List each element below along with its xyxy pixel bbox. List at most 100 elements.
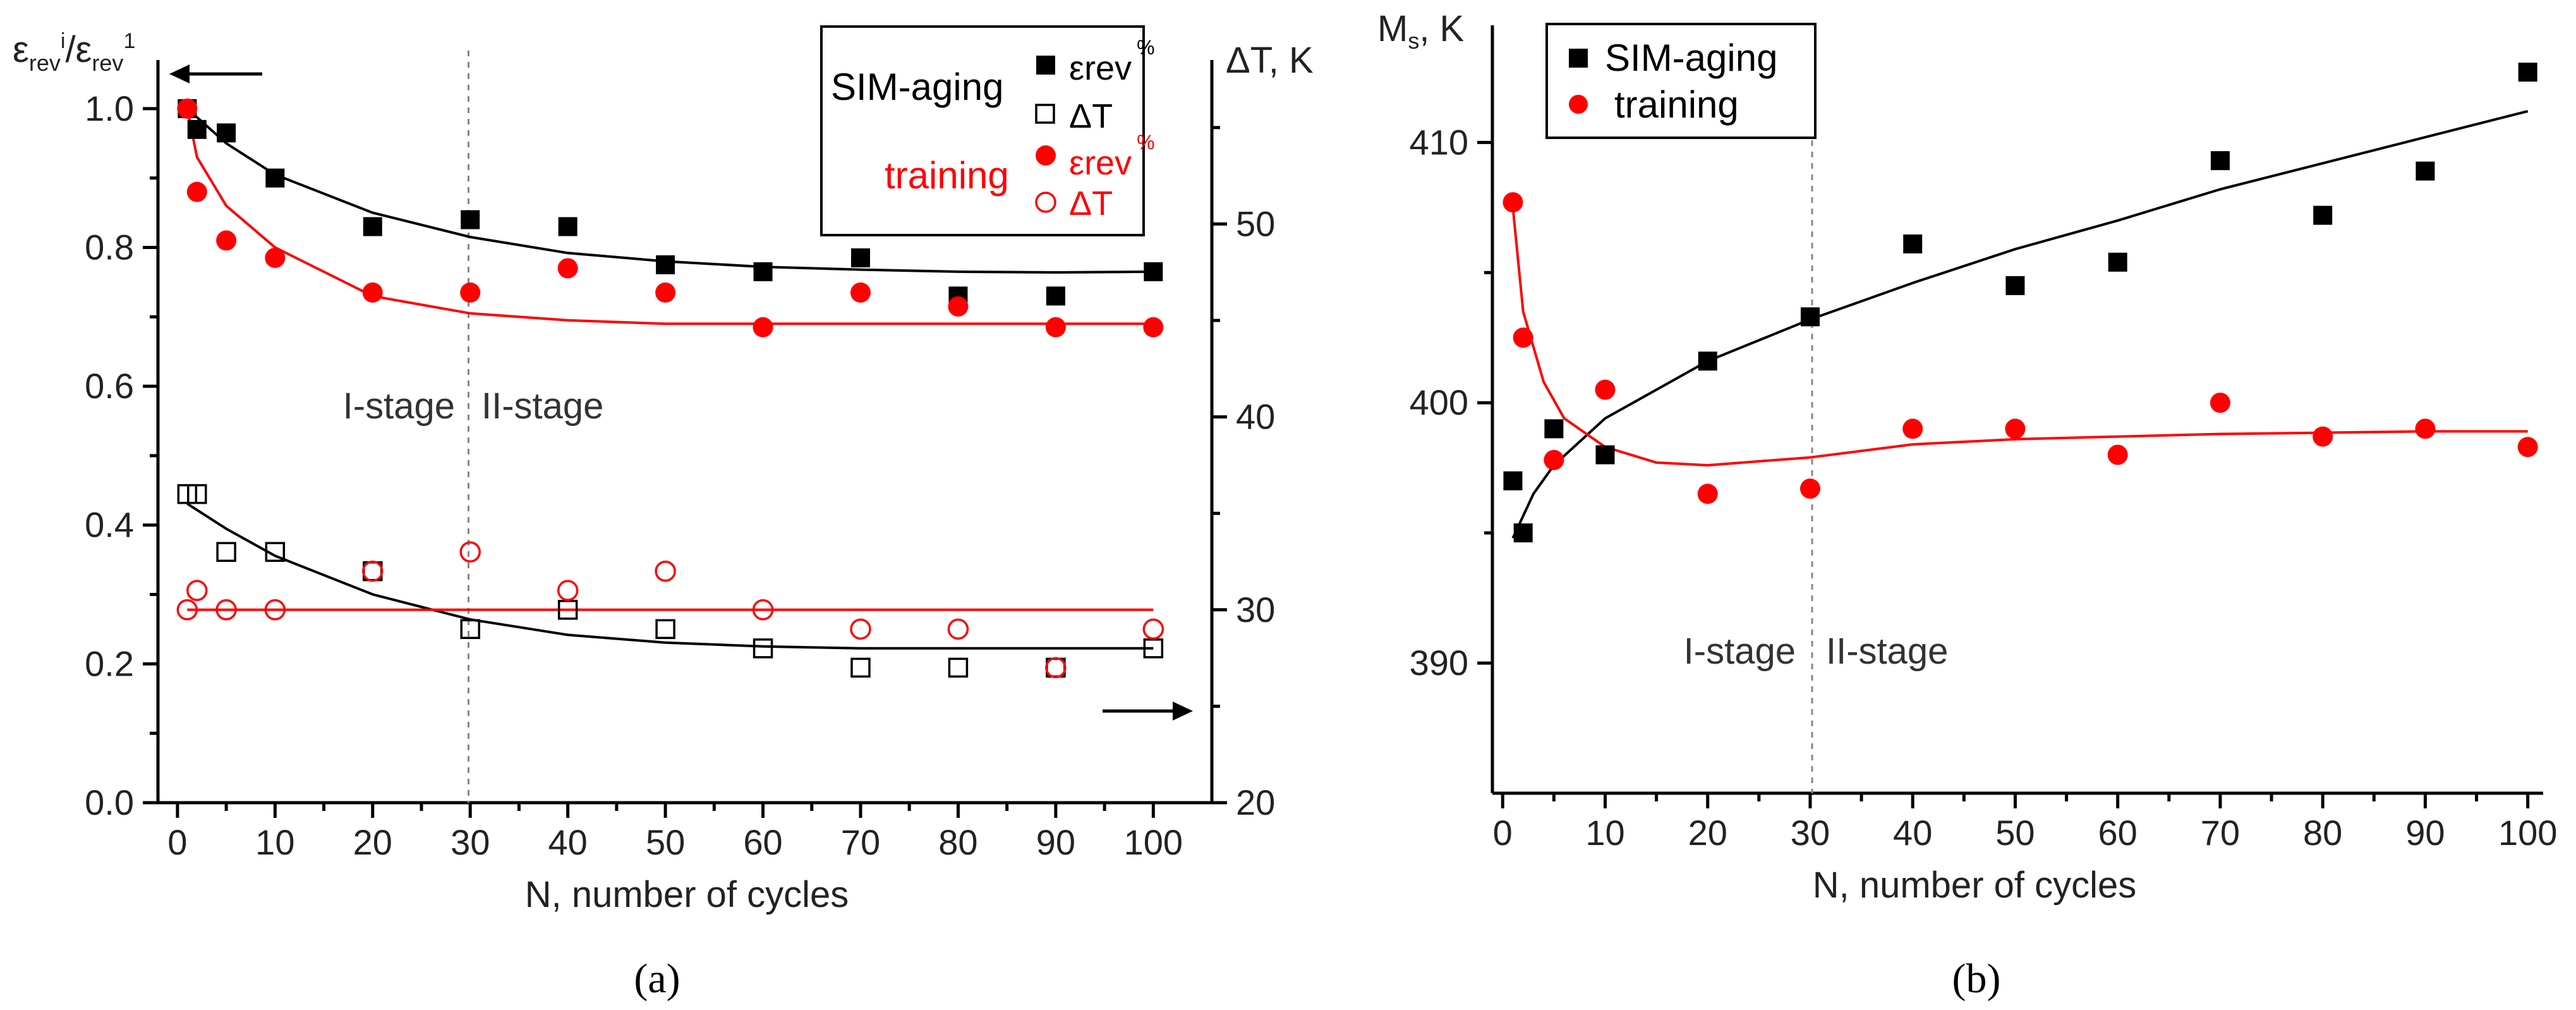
data-point [186,181,207,202]
panel-a-right-y-ticks: 20 30 40 50 [1212,126,1275,822]
panel-a-stage-two-label: II-stage [481,386,603,427]
data-point [460,282,481,303]
data-point [461,210,480,229]
data-point [2313,426,2333,447]
data-point [1698,351,1717,371]
data-point [187,484,207,504]
x-tick-label: 20 [353,822,392,862]
x-tick-label: 40 [548,822,588,862]
data-point [363,217,382,236]
right-y-tick-label: 30 [1236,590,1275,630]
data-point [1143,317,1164,338]
right-y-tick-label: 40 [1236,397,1275,437]
data-point [187,119,207,139]
data-point [753,638,773,659]
data-point [362,282,383,303]
data-point [2210,392,2230,413]
data-point [2313,205,2333,225]
panel-a-y-axis-title: εrevi/εrev1 [13,29,135,76]
data-point [2517,437,2538,458]
data-point [947,618,969,640]
data-point [655,561,676,582]
data-point [655,282,676,303]
data-point [186,580,208,602]
legend-label-training-dt: ΔT [1069,185,1113,222]
data-point [2415,418,2436,439]
data-point [1544,449,1564,470]
x-tick-label: 30 [450,822,490,862]
data-point [1142,618,1164,640]
data-point [850,282,871,303]
panel-a-stage-one-label: I-stage [343,386,455,427]
data-point [1697,484,1718,504]
data-point [1144,262,1163,281]
data-point [558,217,577,236]
data-point [851,248,870,267]
data-point [1800,307,1820,327]
data-point [1503,471,1523,490]
data-point [1799,478,1820,499]
data-point [557,258,578,279]
data-point [752,599,774,621]
data-point [557,580,579,602]
panel-a: 0 10 20 30 40 50 60 70 80 90 100 0.0 0.2 0.4 0.6 0.8 1.… [13,25,1314,1002]
legend-marker-square-filled [1569,49,1588,68]
legend-marker-square-filled [1036,56,1055,75]
panel-b-y-ticks: 390 400 410 [1410,122,1492,683]
data-point [2107,444,2128,465]
x-tick-label: 90 [1036,822,1075,862]
data-point [2416,161,2435,181]
right-y-tick-label: 50 [1236,204,1275,243]
right-y-tick-label: 20 [1236,782,1275,822]
y-tick-label: 0.6 [85,366,134,406]
left-axis-arrow [169,64,262,83]
data-point [2210,151,2230,171]
y-tick-label: 400 [1410,382,1468,422]
data-point [362,561,384,582]
data-point [948,657,969,678]
data-point [2005,418,2026,439]
x-tick-label: 20 [1688,813,1727,853]
legend-label-sim-aging: SIM-aging [1605,37,1777,79]
data-point [948,296,969,317]
legend-marker-circle-filled [1569,95,1588,114]
y-tick-label: 0.8 [85,227,134,267]
panel-b-label: (b) [1952,956,2001,1002]
x-tick-label: 70 [2201,813,2240,853]
data-point [1902,418,1923,439]
panel-a-y-ticks: 0.0 0.2 0.4 0.6 0.8 1.0 [85,88,158,822]
panel-a-x-axis-title: N, number of cycles [525,874,849,915]
data-point [1595,379,1616,400]
x-tick-label: 0 [1493,813,1513,853]
legend-label-sim-aging-strain: εrev% [1069,36,1155,87]
panel-b-fit-lines [1511,109,2529,539]
data-point [850,618,871,640]
data-point [216,542,236,562]
data-point [216,230,237,251]
data-point [265,247,286,268]
data-point [1045,657,1067,679]
data-point [264,599,286,621]
data-point [1503,192,1523,213]
data-point [655,619,675,640]
panel-a-right-y-axis-title: ΔT, K [1226,40,1314,81]
x-tick-label: 60 [743,822,782,862]
data-point [753,262,773,281]
panel-a-legend: SIM-aging training εrev% ΔT εrev% ΔT [820,25,1155,236]
panel-b-x-axis-title: N, number of cycles [1813,865,2137,906]
y-tick-label: 0.4 [85,505,134,545]
x-tick-label: 30 [1791,813,1830,853]
x-tick-label: 50 [1995,813,2035,853]
x-tick-label: 50 [646,822,685,862]
fit-line [1511,109,2529,539]
fit-line [1511,207,2528,467]
x-tick-label: 10 [1585,813,1624,853]
data-point [2108,252,2127,272]
x-tick-label: 90 [2405,813,2445,853]
right-axis-arrow [1103,702,1193,721]
x-tick-label: 0 [167,822,187,862]
panel-a-legend-box [820,25,1145,236]
data-point [1513,523,1533,543]
y-tick-label: 410 [1410,122,1468,162]
